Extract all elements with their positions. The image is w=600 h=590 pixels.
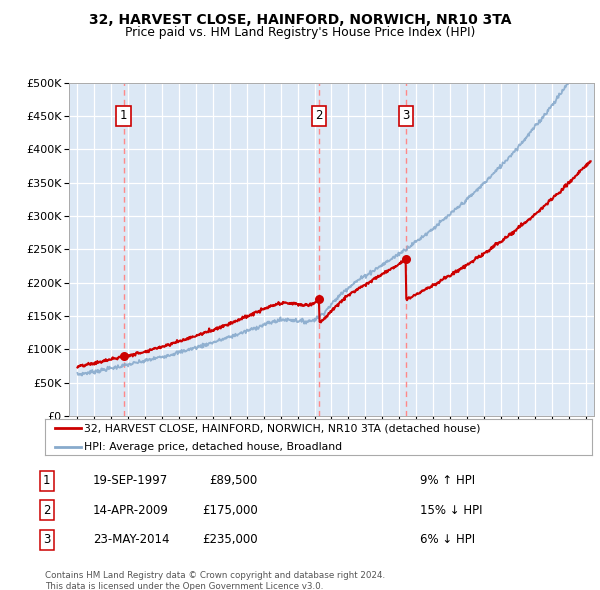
- Text: 1: 1: [120, 109, 127, 123]
- Text: 3: 3: [43, 533, 50, 546]
- Text: 23-MAY-2014: 23-MAY-2014: [93, 533, 170, 546]
- Text: 32, HARVEST CLOSE, HAINFORD, NORWICH, NR10 3TA (detached house): 32, HARVEST CLOSE, HAINFORD, NORWICH, NR…: [85, 423, 481, 433]
- Text: 19-SEP-1997: 19-SEP-1997: [93, 474, 168, 487]
- Text: £89,500: £89,500: [210, 474, 258, 487]
- Text: 14-APR-2009: 14-APR-2009: [93, 504, 169, 517]
- Text: 6% ↓ HPI: 6% ↓ HPI: [420, 533, 475, 546]
- Text: £235,000: £235,000: [202, 533, 258, 546]
- Text: 1: 1: [43, 474, 50, 487]
- Text: 3: 3: [402, 109, 410, 123]
- Text: 32, HARVEST CLOSE, HAINFORD, NORWICH, NR10 3TA: 32, HARVEST CLOSE, HAINFORD, NORWICH, NR…: [89, 13, 511, 27]
- Text: Contains HM Land Registry data © Crown copyright and database right 2024.
This d: Contains HM Land Registry data © Crown c…: [45, 571, 385, 590]
- Text: 9% ↑ HPI: 9% ↑ HPI: [420, 474, 475, 487]
- Text: HPI: Average price, detached house, Broadland: HPI: Average price, detached house, Broa…: [85, 442, 343, 453]
- Text: 2: 2: [316, 109, 323, 123]
- Text: 2: 2: [43, 504, 50, 517]
- Text: £175,000: £175,000: [202, 504, 258, 517]
- Text: Price paid vs. HM Land Registry's House Price Index (HPI): Price paid vs. HM Land Registry's House …: [125, 26, 475, 39]
- Text: 15% ↓ HPI: 15% ↓ HPI: [420, 504, 482, 517]
